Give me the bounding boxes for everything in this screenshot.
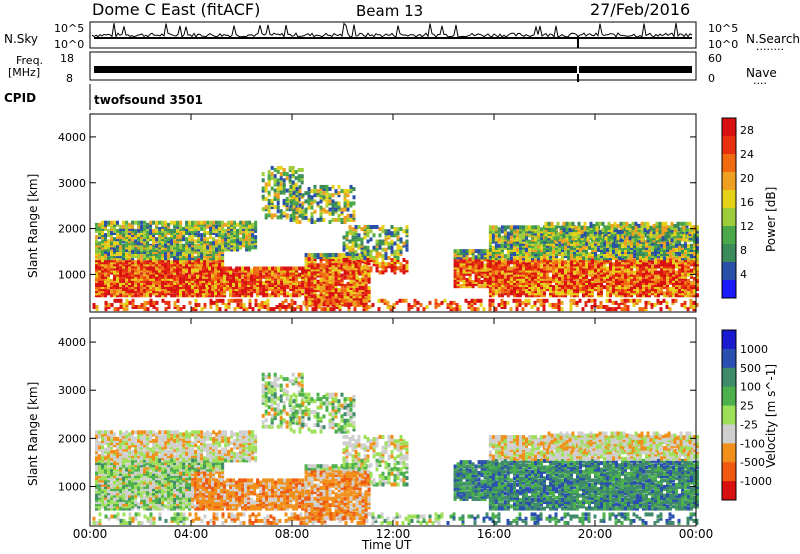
- velocity-colorbar-segment: [722, 348, 736, 369]
- nsky-tick-bottom: 10^0: [54, 38, 85, 51]
- nsearch-label: N.Search: [746, 32, 800, 46]
- x-tick-label-3: 12:00: [376, 527, 411, 541]
- power-colorbar-segment: [722, 118, 736, 137]
- velocity-ytick-label-1: 2000: [58, 432, 86, 445]
- velocity-colorbar-segment: [722, 330, 736, 350]
- power-colorbar-tick-4: 20: [740, 172, 754, 185]
- velocity-colorbar-segment: [722, 481, 736, 501]
- x-tick-label-2: 08:00: [275, 527, 310, 541]
- velocity-colorbar-tick-3: 25: [740, 400, 754, 413]
- freq-panel-frame: [89, 51, 697, 81]
- power-colorbar-segment: [722, 172, 736, 191]
- velocity-ytick-label-2: 3000: [58, 384, 86, 397]
- power-colorbar-segment: [722, 136, 736, 155]
- velocity-colorbar-tick-5: -100: [740, 437, 765, 450]
- cpid-value: twofsound 3501: [94, 93, 203, 107]
- velocity-ytick-label-3: 4000: [58, 336, 86, 349]
- power-colorbar-frame: [721, 117, 737, 299]
- velocity-colorbar-tick-2: 100: [740, 381, 761, 394]
- nsky-label: N.Sky: [4, 32, 39, 46]
- power-colorbar-segment: [722, 154, 736, 173]
- velocity-ytick-label-0: 1000: [58, 481, 86, 494]
- power-colorbar-segment: [722, 190, 736, 209]
- velocity-colorbar-segment: [722, 462, 736, 482]
- nsearch-dots: ........: [756, 40, 784, 53]
- velocity-colorbar-label: Velocity [m s^-1]: [764, 363, 778, 468]
- velocity-colorbar-frame: [721, 329, 737, 501]
- nave-label: Nave: [746, 66, 777, 80]
- velocity-ylabel: Slant Range [km]: [26, 381, 40, 486]
- cpid-label: CPID: [4, 91, 37, 105]
- power-heatmap-cells: [92, 165, 699, 312]
- velocity-colorbar-tick-6: -500: [740, 456, 765, 469]
- freq-band: [94, 66, 692, 73]
- power-colorbar-tick-0: 4: [740, 268, 747, 281]
- velocity-colorbar-segment: [722, 424, 736, 444]
- x-tick-label-1: 04:00: [174, 527, 209, 541]
- radar-title: Dome C East (fitACF): [92, 0, 261, 19]
- power-ytick-label-1: 2000: [58, 223, 86, 236]
- freq-label-1: Freq.: [16, 54, 44, 67]
- nsky-trace: [91, 22, 693, 39]
- date-label: 27/Feb/2016: [590, 0, 691, 19]
- velocity-colorbar-segment: [722, 405, 736, 425]
- velocity-colorbar-segment: [722, 367, 736, 388]
- power-colorbar-segment: [722, 262, 736, 281]
- power-colorbar-segment: [722, 226, 736, 245]
- x-tick-label-5: 20:00: [578, 527, 613, 541]
- power-ytick-label-3: 4000: [58, 131, 86, 144]
- nsky-panel-frame: [89, 21, 697, 49]
- power-colorbar-segment: [722, 208, 736, 227]
- power-colorbar-tick-6: 28: [740, 124, 754, 137]
- velocity-colorbar-tick-1: 500: [740, 362, 761, 375]
- x-axis-label: Time UT: [362, 538, 412, 552]
- nave-dots: ....: [753, 74, 767, 87]
- power-colorbar-label: Power [dB]: [764, 186, 778, 252]
- power-colorbar-segment: [722, 244, 736, 263]
- freq-label-2: [MHz]: [8, 66, 41, 79]
- power-ylabel: Slant Range [km]: [26, 173, 40, 278]
- freq-tick-bottom: 8: [66, 72, 73, 85]
- velocity-colorbar-tick-4: -25: [740, 418, 758, 431]
- nave-tick-top: 60: [708, 52, 722, 65]
- power-colorbar-tick-1: 8: [740, 244, 747, 257]
- freq-tick-top: 18: [60, 52, 74, 65]
- velocity-heatmap-cells: [92, 372, 699, 525]
- x-tick-label-0: 00:00: [73, 527, 108, 541]
- nave-tick-bottom: 0: [708, 72, 715, 85]
- beam-label: Beam 13: [356, 2, 424, 20]
- power-colorbar-segment: [722, 280, 736, 299]
- power-colorbar-tick-3: 16: [740, 196, 754, 209]
- velocity-colorbar-segment: [722, 386, 736, 407]
- velocity-colorbar-tick-0: 1000: [740, 343, 768, 356]
- x-tick-label-4: 16:00: [477, 527, 512, 541]
- power-ytick-label-2: 3000: [58, 177, 86, 190]
- nsky-tick-top: 10^5: [54, 22, 85, 35]
- x-tick-label-6: 00:00: [679, 527, 714, 541]
- nsearch-tick-bottom: 10^0: [708, 38, 739, 51]
- power-ytick-label-0: 1000: [58, 268, 86, 281]
- power-colorbar-tick-5: 24: [740, 148, 754, 161]
- velocity-colorbar-tick-7: -1000: [740, 475, 772, 488]
- velocity-colorbar-segment: [722, 443, 736, 463]
- power-colorbar-tick-2: 12: [740, 220, 754, 233]
- nsearch-tick-top: 10^5: [708, 22, 739, 35]
